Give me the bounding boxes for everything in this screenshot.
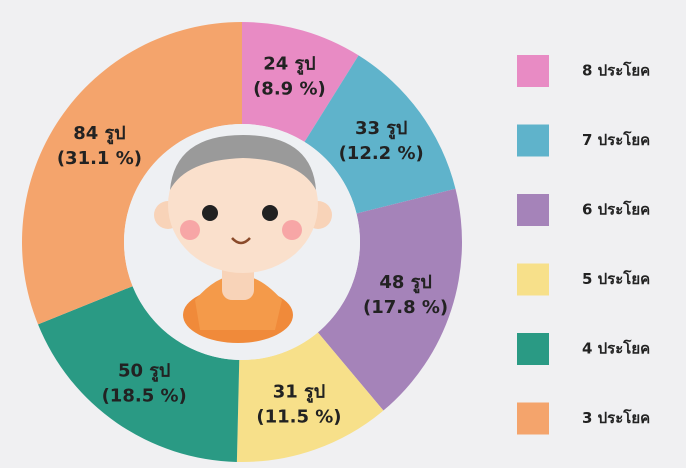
percent-label: (31.1 %) [57,148,142,169]
legend-swatch [517,55,549,87]
value-label: 50 รูป [118,360,170,382]
slice [38,286,240,462]
legend-swatch [517,263,549,296]
value-label: 48 รูป [379,272,431,294]
legend-label: 6 ประโยค [582,200,650,219]
monk-illustration [124,124,360,360]
legend-label: 5 ประโยค [582,269,650,288]
slice [242,22,359,142]
data-labels: 24 รูป (8.9 %) 33 รูป (12.2 %) 48 รูป (17.8 %… [57,54,448,428]
percent-label: (17.8 %) [363,297,448,318]
value-label: 24 รูป [263,54,315,76]
legend-label: 8 ประโยค [582,61,650,80]
legend-label: 3 ประโยค [582,408,650,427]
legend: 8 ประโยค 7 ประโยค 6 ประโยค 5 ประโยค 4 ประโยค… [517,55,650,435]
slice [317,188,463,411]
slice [304,55,456,214]
legend-label: 4 ประโยค [582,339,650,358]
legend-swatch [517,333,549,365]
legend-swatch [517,194,549,226]
donut [22,22,463,462]
value-label: 31 รูป [273,381,325,403]
percent-label: (8.9 %) [253,79,326,100]
percent-label: (18.5 %) [102,385,187,406]
legend-swatch [517,402,549,435]
legend-swatch [517,124,549,157]
percent-label: (12.2 %) [339,143,424,164]
legend-label: 7 ประโยค [582,130,650,149]
value-label: 84 รูป [73,123,125,145]
slice [236,332,384,462]
slice [22,22,243,325]
percent-label: (11.5 %) [256,406,341,427]
value-label: 33 รูป [355,118,407,140]
